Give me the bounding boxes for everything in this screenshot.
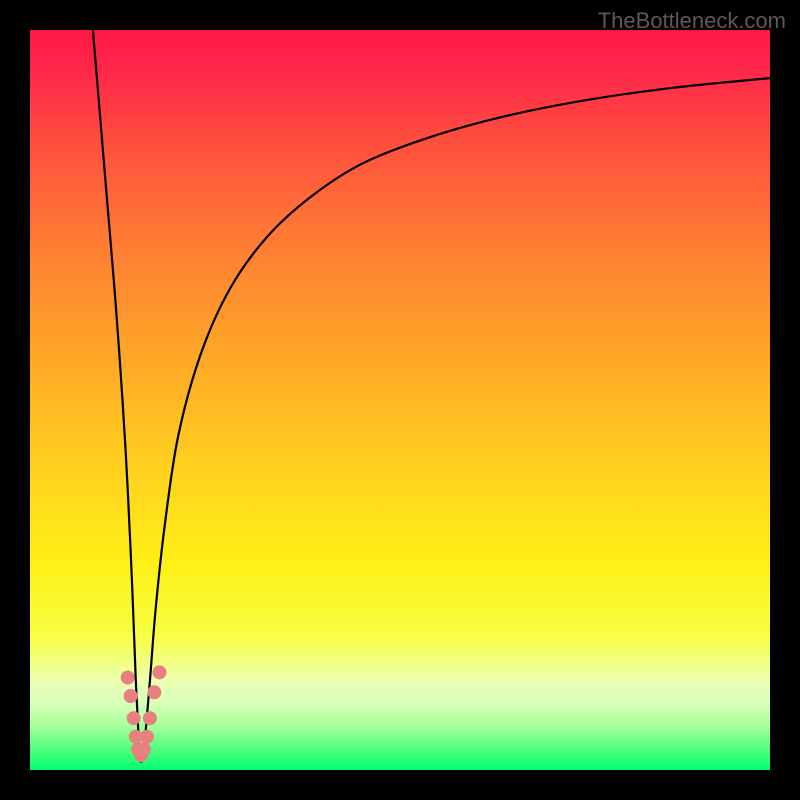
- marker-point: [137, 742, 151, 756]
- marker-point: [143, 711, 157, 725]
- marker-point: [121, 671, 135, 685]
- marker-point: [153, 665, 167, 679]
- marker-point: [147, 685, 161, 699]
- marker-point: [124, 689, 138, 703]
- chart-background: [30, 30, 770, 770]
- bottleneck-chart: [0, 0, 800, 800]
- chart-svg: [0, 0, 800, 800]
- watermark-text: TheBottleneck.com: [598, 8, 786, 34]
- marker-point: [127, 711, 141, 725]
- marker-point: [140, 730, 154, 744]
